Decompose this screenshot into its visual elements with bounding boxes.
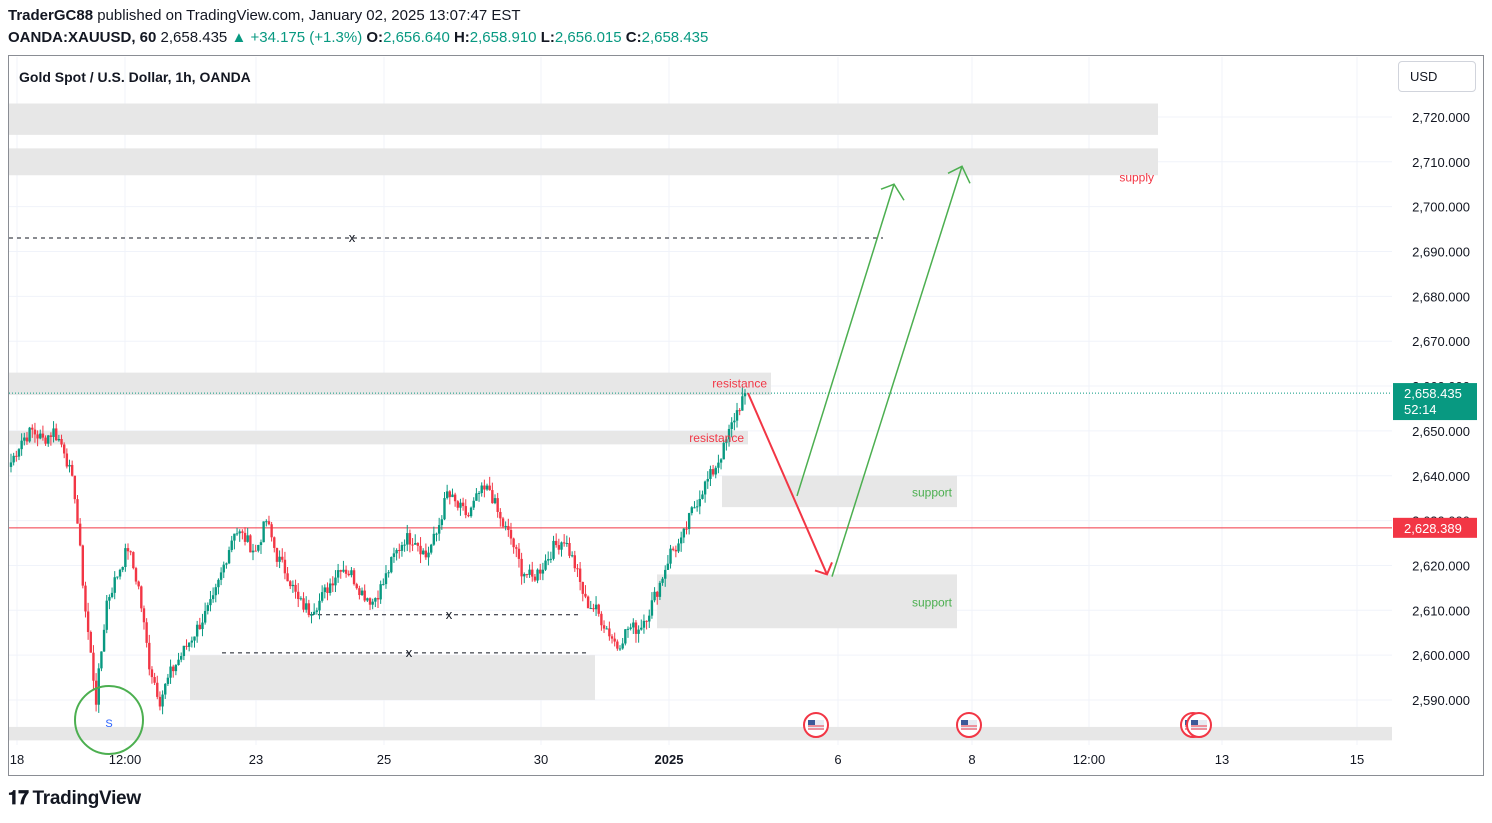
- published-text: published on TradingView.com, January 02…: [97, 7, 521, 24]
- open-label: O:: [366, 29, 384, 46]
- tv-logo-icon: 𝟏𝟕: [8, 788, 29, 809]
- author-name[interactable]: TraderGC88: [8, 7, 94, 24]
- brand-name: TradingView: [32, 788, 142, 809]
- low-label: L:: [540, 29, 555, 46]
- close-value: 2,658.435: [641, 29, 709, 46]
- tradingview-logo[interactable]: 𝟏𝟕 TradingView: [8, 788, 141, 810]
- symbol-label: OANDA:XAUUSD, 60: [8, 29, 157, 46]
- high-label: H:: [453, 29, 470, 46]
- currency-button[interactable]: USD: [1398, 61, 1476, 92]
- publish-line: TraderGC88 published on TradingView.com,…: [8, 7, 521, 24]
- low-value: 2,656.015: [554, 29, 622, 46]
- change-value: +34.175 (+1.3%): [250, 29, 363, 46]
- chart-title: Gold Spot / U.S. Dollar, 1h, OANDA: [19, 69, 251, 85]
- open-value: 2,656.640: [383, 29, 450, 46]
- chart-frame[interactable]: [8, 55, 1484, 776]
- up-arrow-icon: ▲: [231, 29, 247, 46]
- close-label: C:: [625, 29, 642, 46]
- last-price: 2,658.435: [160, 29, 228, 46]
- high-value: 2,658.910: [469, 29, 537, 46]
- ohlc-line: OANDA:XAUUSD, 60 2,658.435 ▲ +34.175 (+1…: [8, 29, 708, 46]
